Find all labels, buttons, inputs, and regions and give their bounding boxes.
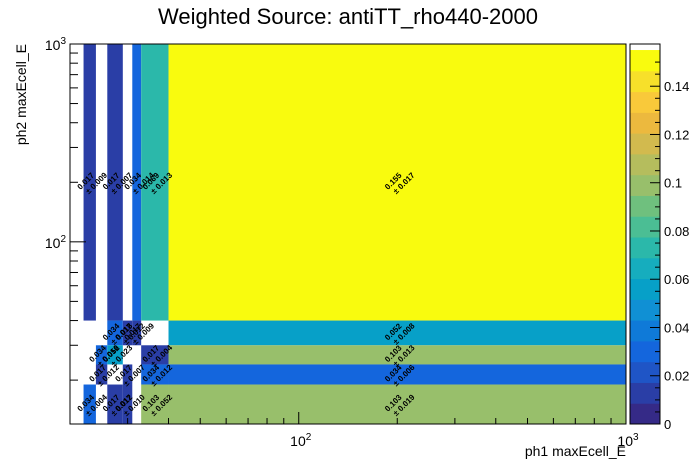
- colorbar-swatch: [630, 237, 660, 259]
- colorbar-swatch: [630, 299, 660, 321]
- heatmap-cell: [141, 345, 169, 365]
- heatmap-cell: [168, 345, 626, 365]
- heatmap-cell: [107, 345, 123, 365]
- heatmap-cell: [95, 345, 108, 365]
- heatmap-cell: [168, 44, 626, 321]
- x-tick-label: 102: [290, 432, 312, 449]
- heatmap-cell: [132, 44, 142, 321]
- heatmap-cell: [168, 320, 626, 346]
- colorbar-swatch: [630, 153, 660, 176]
- heatmap-cell: [83, 44, 96, 321]
- colorbar: 0 0.02 0.04 0.06 0.08 0.1 0.12 0.14: [629, 43, 689, 432]
- colorbar-swatch: [630, 195, 660, 217]
- colorbar-swatch: [630, 50, 660, 72]
- heatmap-cell: [141, 44, 169, 321]
- heatmap-cell: [168, 364, 626, 385]
- colorbar-frame: [629, 43, 661, 425]
- colorbar-tick-label: 0.1: [664, 176, 682, 191]
- heatmap-cell: [122, 320, 133, 346]
- heatmap-cell: [107, 384, 123, 424]
- colorbar-swatch: [630, 382, 660, 404]
- colorbar-swatch: [630, 91, 660, 113]
- x-axis-label: ph1 maxEcell_E: [525, 443, 626, 459]
- colorbar-swatch: [630, 70, 660, 93]
- heatmap-cell: [122, 364, 133, 385]
- chart-title: Weighted Source: antiTT_rho440-2000: [158, 4, 538, 29]
- colorbar-swatch: [630, 403, 660, 425]
- colorbar-swatch: [630, 112, 660, 134]
- plot-frame: [69, 43, 627, 425]
- colorbar-tick-label: 0.06: [664, 272, 689, 287]
- colorbar-swatch: [630, 278, 660, 300]
- colorbar-swatch: [630, 320, 660, 342]
- heatmap-cell: [107, 44, 123, 321]
- colorbar-tick-label: 0.12: [664, 127, 689, 142]
- colorbar-tick-label: 0.14: [664, 79, 689, 94]
- heatmap-cell: [83, 384, 96, 424]
- y-tick-label: 103: [45, 36, 67, 53]
- heatmap-cell: [168, 384, 626, 424]
- heatmap-cells: [83, 44, 626, 424]
- y-axis-label: ph2 maxEcell_E: [13, 44, 29, 145]
- colorbar-swatch: [630, 133, 660, 155]
- heatmap-cell: [141, 384, 169, 424]
- colorbar-tick-label: 0: [664, 417, 671, 432]
- colorbar-swatch: [630, 340, 660, 363]
- colorbar-tick-label: 0.02: [664, 369, 689, 384]
- colorbar-swatch: [630, 257, 660, 280]
- heatmap-cell: [132, 320, 142, 346]
- heatmap-cell: [141, 364, 169, 385]
- heatmap-cell: [107, 320, 123, 346]
- colorbar-tick-label: 0.04: [664, 320, 689, 335]
- y-tick-label: 102: [45, 234, 67, 251]
- colorbar-tick-label: 0.08: [664, 224, 689, 239]
- colorbar-swatch: [630, 216, 660, 238]
- heatmap-cell: [95, 364, 108, 385]
- colorbar-swatch: [630, 361, 660, 383]
- colorbar-swatch: [630, 174, 660, 196]
- heatmap-cell: [122, 384, 133, 424]
